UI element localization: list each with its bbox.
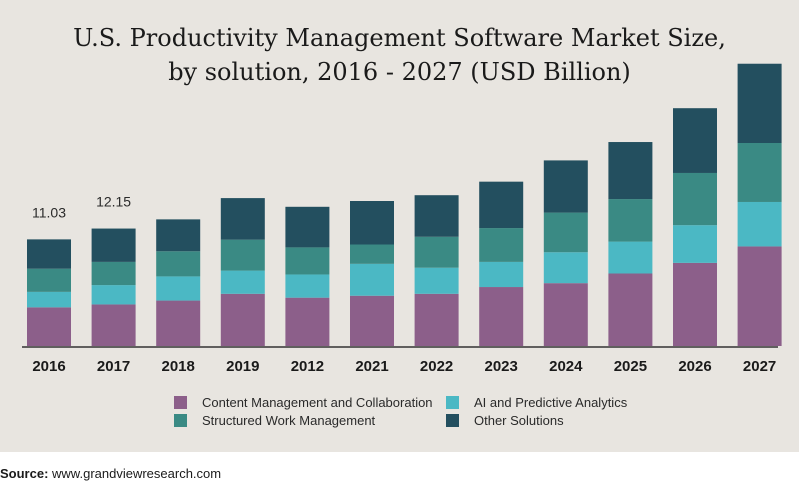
- bar-segment-content-2017: [91, 304, 136, 346]
- bar-segment-content-2025: [608, 273, 653, 346]
- legend-item-content: Content Management and Collaboration: [174, 395, 433, 410]
- chart-background: U.S. Productivity Management Software Ma…: [0, 0, 799, 452]
- legend-swatch-ai: [446, 396, 459, 409]
- legend-label-ai: AI and Predictive Analytics: [474, 395, 628, 410]
- bar-segment-ai-2022: [414, 267, 459, 294]
- bar-segment-other-2012: [285, 206, 330, 248]
- legend-label-content: Content Management and Collaboration: [202, 395, 433, 410]
- bar-segment-structured-2019: [220, 239, 265, 271]
- bar-segment-other-2021: [350, 201, 394, 245]
- bar-segment-content-2027: [737, 246, 782, 346]
- legend-item-ai: AI and Predictive Analytics: [446, 395, 627, 410]
- bar-segment-ai-2021: [350, 263, 394, 296]
- bar-segment-other-2022: [414, 195, 459, 237]
- x-tick-label-2012: 2012: [291, 358, 324, 375]
- bar-segment-structured-2022: [414, 236, 459, 268]
- bar-segment-content-2018: [156, 300, 201, 346]
- bar-segment-structured-2017: [91, 261, 136, 286]
- bar-segment-ai-2027: [737, 201, 782, 247]
- bar-segment-ai-2026: [673, 225, 717, 263]
- stacked-bar-chart: 2016 11.03 2017 12.15 2018 2019 2012 2021 2022 20…: [22, 63, 782, 375]
- bar-segment-ai-2019: [220, 270, 265, 294]
- bar-segment-structured-2024: [543, 212, 588, 253]
- bar-segment-ai-2018: [156, 276, 201, 301]
- bar-segment-ai-2025: [608, 241, 653, 274]
- bar-segment-other-2018: [156, 219, 201, 252]
- bar-segment-structured-2016: [27, 268, 71, 292]
- bar-segment-structured-2018: [156, 251, 201, 277]
- legend-swatch-content: [174, 396, 187, 409]
- bar-segment-ai-2024: [543, 252, 588, 284]
- bar-segment-content-2024: [543, 283, 588, 346]
- x-tick-label-2017: 2017: [97, 358, 130, 375]
- bar-segment-other-2019: [220, 198, 265, 240]
- bar-segment-other-2016: [27, 239, 71, 269]
- bar-segment-structured-2021: [350, 244, 394, 264]
- bar-segment-structured-2012: [285, 247, 330, 275]
- bar-segment-content-2016: [27, 307, 71, 346]
- x-tick-label-2022: 2022: [420, 358, 453, 375]
- legend-item-other: Other Solutions: [446, 413, 564, 428]
- bar-segment-structured-2027: [737, 143, 782, 202]
- bar-segment-structured-2026: [673, 172, 717, 226]
- bar-segment-other-2023: [479, 181, 524, 229]
- x-tick-label-2018: 2018: [162, 358, 195, 375]
- bar-segment-other-2027: [737, 63, 782, 143]
- legend-swatch-other: [446, 414, 459, 427]
- bar-segment-content-2012: [285, 297, 330, 346]
- x-tick-label-2023: 2023: [485, 358, 518, 375]
- x-tick-label-2016: 2016: [32, 358, 65, 375]
- bar-segment-content-2019: [220, 293, 265, 346]
- bar-segment-other-2017: [91, 228, 136, 262]
- bar-segment-other-2024: [543, 160, 588, 213]
- legend-label-other: Other Solutions: [474, 413, 564, 428]
- chart-title-line2: by solution, 2016 - 2027 (USD Billion): [168, 58, 631, 86]
- data-label-2017: 12.15: [96, 194, 131, 210]
- bar-segment-structured-2023: [479, 228, 524, 262]
- legend-swatch-structured: [174, 414, 187, 427]
- x-tick-label-2024: 2024: [549, 358, 583, 375]
- legend-item-structured: Structured Work Management: [174, 413, 375, 428]
- bar-segment-ai-2016: [27, 291, 71, 308]
- bar-segment-content-2021: [350, 295, 394, 346]
- source-label: Source:: [0, 466, 49, 481]
- x-tick-label-2019: 2019: [226, 358, 259, 375]
- source-note: Source: www.grandviewresearch.com: [0, 466, 221, 481]
- bar-segment-content-2023: [479, 287, 524, 346]
- bar-segment-ai-2017: [91, 285, 136, 305]
- x-tick-label-2025: 2025: [614, 358, 647, 375]
- source-url: www.grandviewresearch.com: [52, 466, 222, 481]
- bar-segment-structured-2025: [608, 199, 653, 242]
- x-tick-label-2026: 2026: [678, 358, 711, 375]
- bar-segment-other-2026: [673, 108, 717, 173]
- data-label-2016: 11.03: [32, 204, 66, 220]
- bar-segment-content-2022: [414, 293, 459, 346]
- x-tick-label-2027: 2027: [743, 358, 776, 375]
- legend-label-structured: Structured Work Management: [202, 413, 376, 428]
- bar-segment-ai-2023: [479, 261, 524, 288]
- bar-segment-other-2025: [608, 142, 653, 200]
- bar-segment-content-2026: [673, 262, 717, 346]
- x-tick-label-2021: 2021: [355, 358, 388, 375]
- chart-title-line1: U.S. Productivity Management Software Ma…: [73, 24, 726, 52]
- bar-segment-ai-2012: [285, 274, 330, 298]
